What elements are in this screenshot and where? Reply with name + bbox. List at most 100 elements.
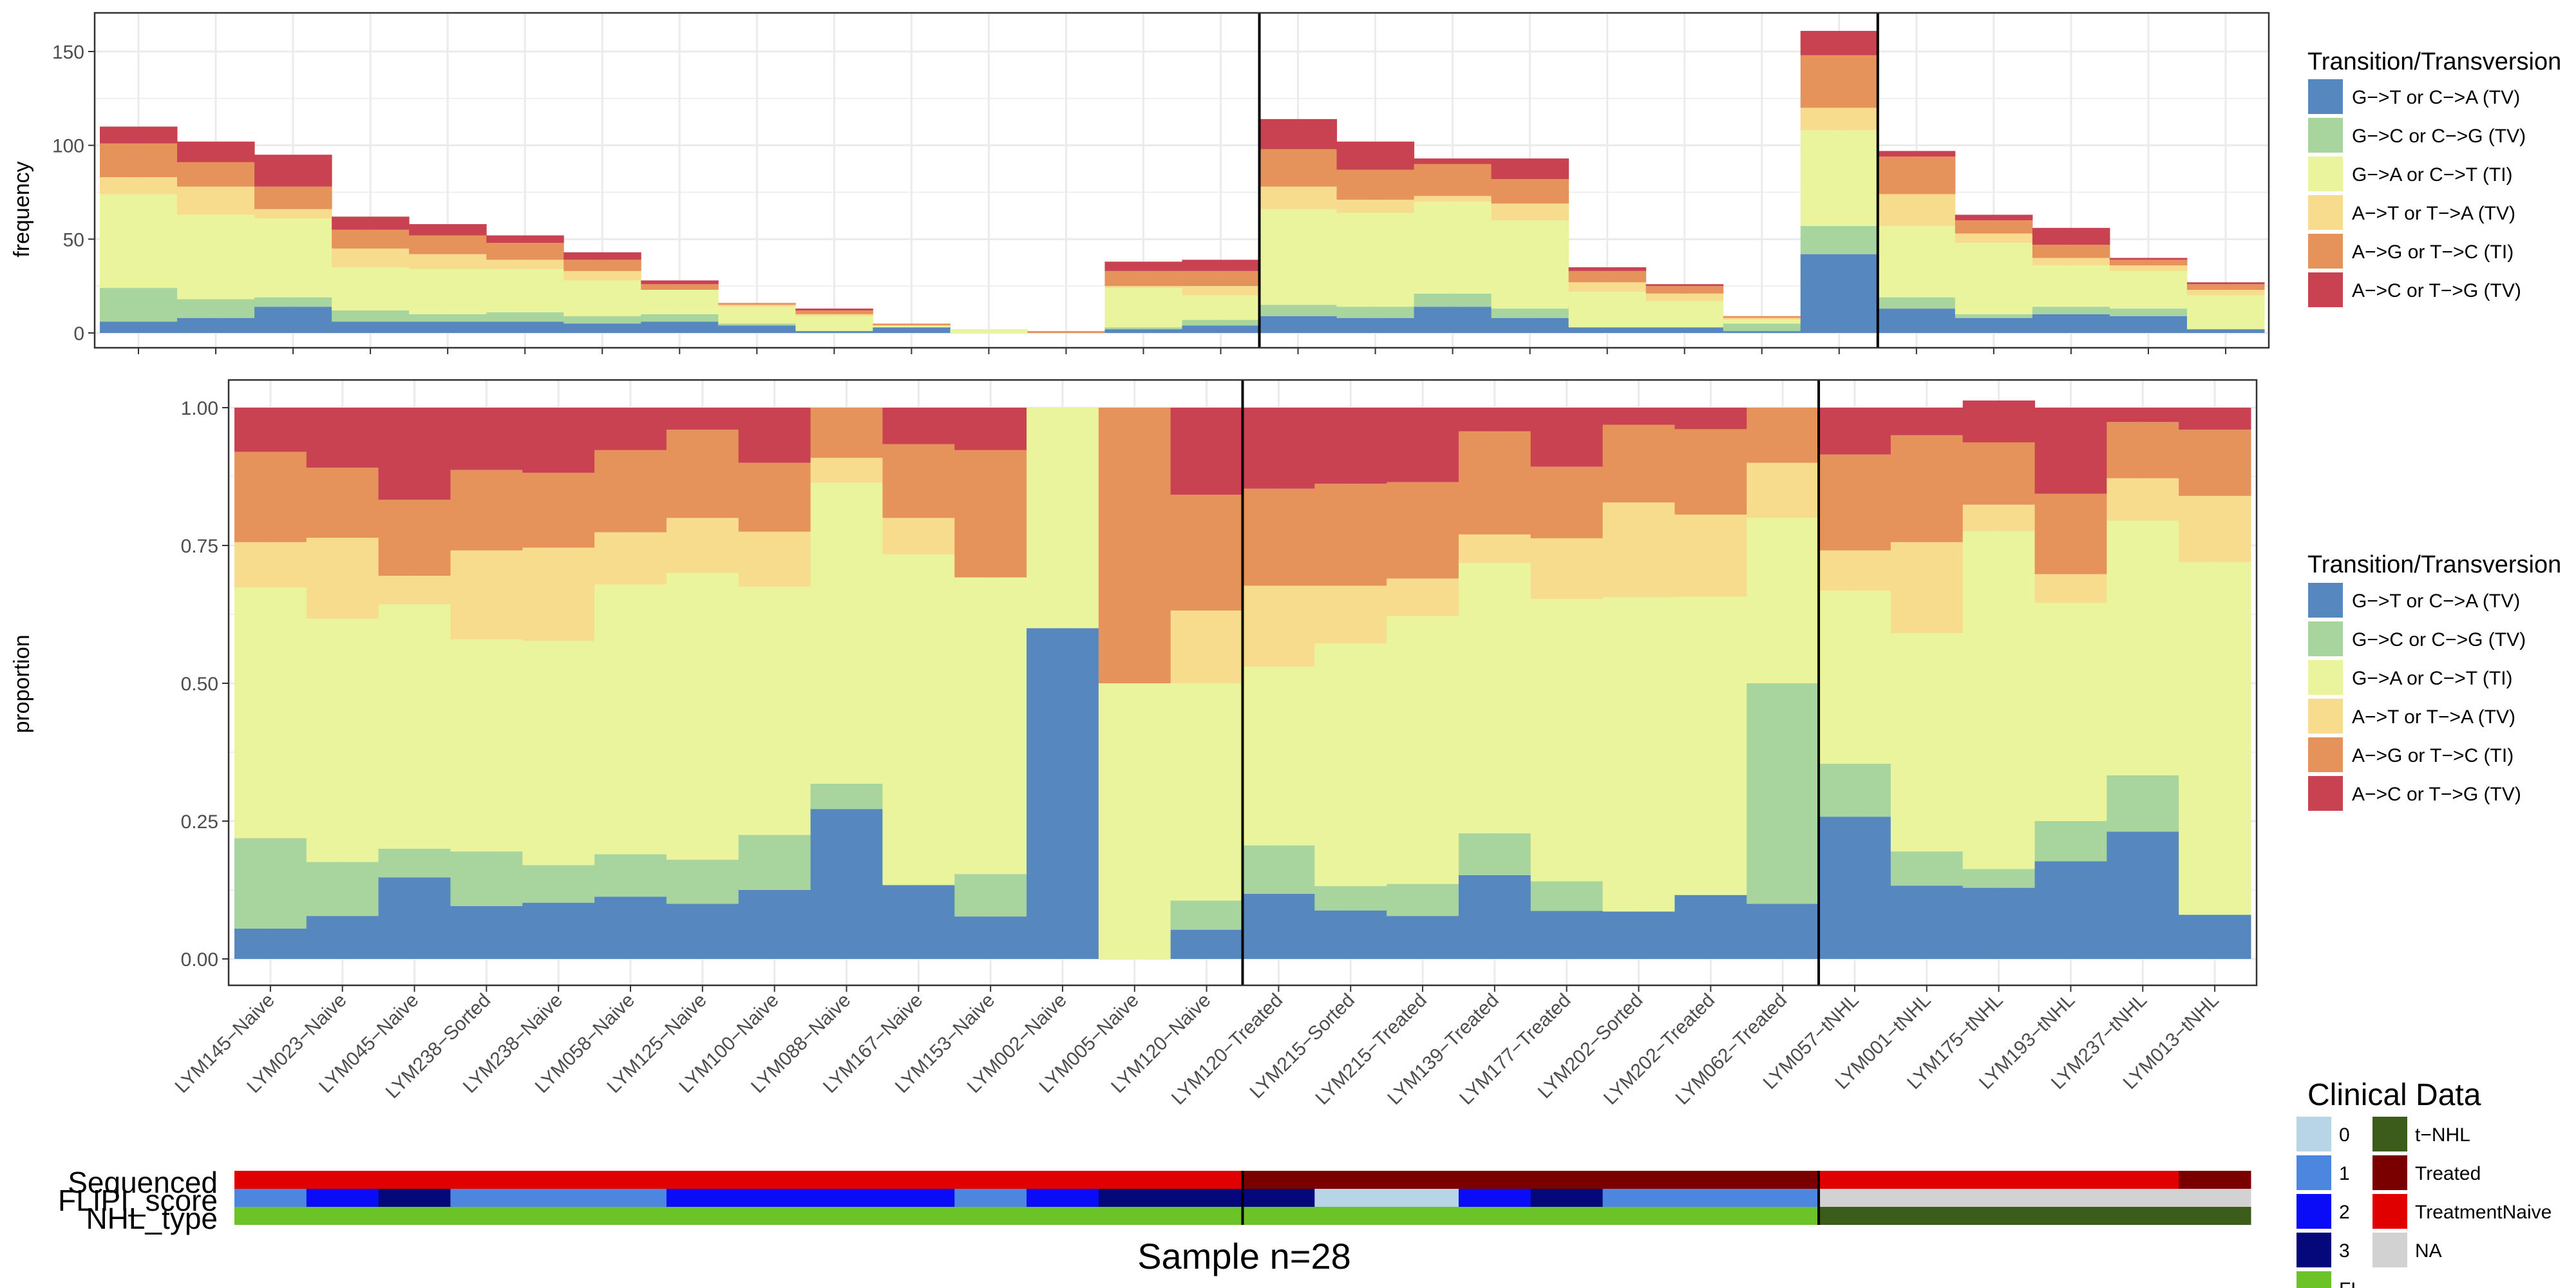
bar-segment-6 <box>2179 408 2251 430</box>
bar-segment-6 <box>2109 258 2188 260</box>
bar-segment-6 <box>1602 408 1675 425</box>
bar-segment-5 <box>1819 454 1891 551</box>
bar-segment-4 <box>306 538 379 619</box>
bar-segment-5 <box>718 303 796 305</box>
bar-segment-2 <box>1170 900 1243 930</box>
bar-segment-4 <box>2179 495 2251 562</box>
bar-segment-3 <box>2179 562 2251 915</box>
clinical-row-label-flipi-score: FLIPI_score <box>58 1184 218 1217</box>
bar-segment-5 <box>1674 429 1747 515</box>
bar-segment-2 <box>254 297 332 307</box>
clinical-cell-flipi-score <box>306 1189 379 1207</box>
legends: G−>T or C−>A (TV) G−>C or C−>G (TV) G−>A o… <box>2295 78 2552 1288</box>
bar-segment-1 <box>1962 887 2036 959</box>
bar-segment-3 <box>795 316 873 332</box>
legend-label: A−>G or T−>C (TI) <box>2352 745 2514 766</box>
bar-segment-3 <box>1723 319 1801 324</box>
bar-segment-3 <box>1314 643 1387 887</box>
legend-key <box>2371 1154 2409 1191</box>
legend-key <box>2307 155 2344 193</box>
legend-label: NA <box>2415 1240 2442 1262</box>
bar-segment-5 <box>1027 331 1105 333</box>
clinical-cell-sequenced <box>1387 1171 1459 1189</box>
bar-segment-4 <box>795 314 873 316</box>
clinical-cell-nhl-type <box>1314 1207 1387 1225</box>
clinical-cell-sequenced <box>882 1171 955 1189</box>
bar-segment-5 <box>2186 284 2265 290</box>
bar-segment-5 <box>1182 270 1260 287</box>
bar-segment-2 <box>1182 319 1260 326</box>
bar-segment-4 <box>1962 504 2036 531</box>
clinical-cell-nhl-type <box>738 1207 811 1225</box>
clinical-cell-nhl-type <box>954 1207 1027 1225</box>
bar-segment-5 <box>177 162 255 187</box>
bar-segment-6 <box>378 408 451 500</box>
clinical-cell-flipi-score <box>1819 1189 1891 1207</box>
bar-segment-4 <box>718 305 796 307</box>
bar-segment-3 <box>564 280 641 316</box>
clinical-cell-sequenced <box>1674 1171 1747 1189</box>
bar-segment-1 <box>738 890 811 959</box>
bar-segment-6 <box>234 408 307 452</box>
bar-segment-1 <box>564 323 641 333</box>
bar-segment-5 <box>2032 245 2110 258</box>
bar-segment-3 <box>1336 213 1415 307</box>
bar-segment-4 <box>1242 585 1315 667</box>
bar-segment-3 <box>594 584 667 855</box>
clinical-cell-nhl-type <box>1027 1207 1099 1225</box>
bar-segment-3 <box>1602 597 1675 912</box>
clinical-cell-sequenced <box>378 1171 451 1189</box>
bar-segment-2 <box>378 848 451 878</box>
clinical-cell-sequenced <box>1098 1171 1171 1189</box>
bar-segment-1 <box>254 307 332 333</box>
bar-segment-3 <box>254 218 332 298</box>
bar-segment-3 <box>1877 225 1956 298</box>
bar-segment-5 <box>1962 442 2036 505</box>
clinical-cell-flipi-score <box>1747 1189 1819 1207</box>
bar-segment-2 <box>1819 763 1891 817</box>
bar-segment-4 <box>2109 265 2188 271</box>
bar-segment-1 <box>1819 817 1891 959</box>
bar-segment-5 <box>100 143 178 178</box>
bar-segment-1 <box>1645 327 1724 333</box>
bar-segment-3 <box>378 604 451 849</box>
y-tick-label: 0.25 <box>181 811 218 833</box>
bar-segment-5 <box>1387 482 1459 579</box>
bar-segment-1 <box>1458 875 1531 959</box>
legend-key <box>2307 117 2344 154</box>
clinical-cell-flipi-score <box>1530 1189 1604 1207</box>
clinical-cell-sequenced <box>1242 1171 1315 1189</box>
legend-key <box>2307 659 2344 696</box>
bar-segment-5 <box>1491 179 1569 204</box>
bar-segment-3 <box>1962 531 2036 869</box>
clinical-cell-flipi-score <box>522 1189 595 1207</box>
clinical-cell-flipi-score <box>666 1189 739 1207</box>
bar-segment-1 <box>2186 329 2265 333</box>
bar-segment-4 <box>1645 293 1724 301</box>
bar-segment-2 <box>1962 869 2036 888</box>
bar-segment-2 <box>594 854 667 897</box>
bar-segment-1 <box>332 321 410 333</box>
bar-segment-5 <box>564 260 641 271</box>
bar-segment-4 <box>1336 200 1415 213</box>
clinical-cell-sequenced <box>1458 1171 1531 1189</box>
bar-segment-3 <box>1890 633 1964 852</box>
bar-segment-6 <box>1877 151 1956 157</box>
bar-segment-2 <box>1414 293 1492 307</box>
legend-key <box>2307 271 2344 308</box>
clinical-cell-sequenced <box>666 1171 739 1189</box>
bar-segment-3 <box>1259 209 1338 305</box>
bar-segment-4 <box>2107 478 2179 521</box>
bar-segment-4 <box>409 254 487 269</box>
bar-segment-5 <box>1314 484 1387 586</box>
bar-segment-5 <box>954 450 1027 578</box>
bar-segment-3 <box>450 639 523 852</box>
clinical-cell-flipi-score <box>2034 1189 2107 1207</box>
legend-key <box>2295 1115 2333 1153</box>
bar-segment-5 <box>450 469 523 551</box>
bar-segment-5 <box>810 408 883 458</box>
bar-segment-1 <box>1955 317 2033 333</box>
bar-segment-4 <box>1890 542 1964 634</box>
clinical-cell-flipi-score <box>1314 1189 1387 1207</box>
bar-segment-2 <box>810 783 883 810</box>
